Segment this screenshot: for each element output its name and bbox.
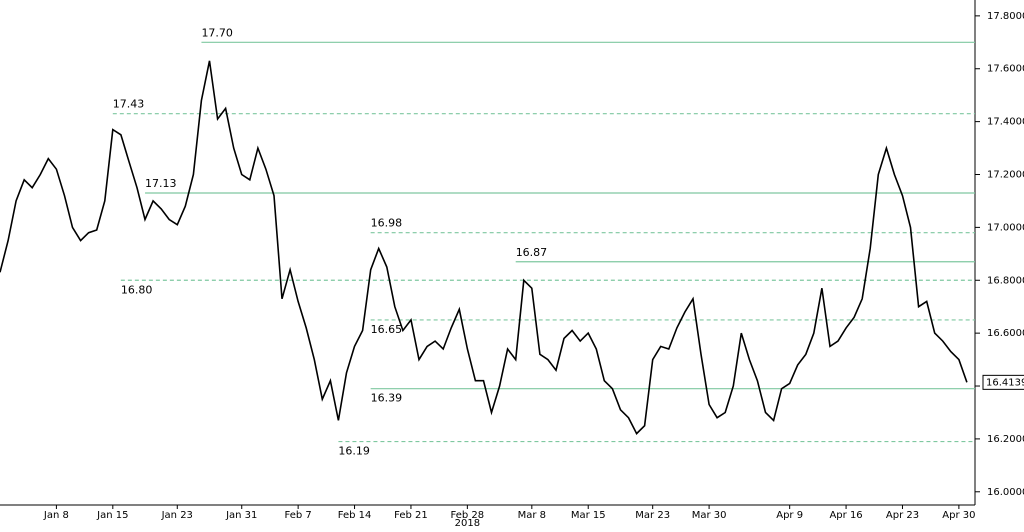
last-value-label: 16.4139 bbox=[986, 377, 1024, 388]
x-tick-label: Mar 30 bbox=[692, 510, 727, 521]
level-label: 17.13 bbox=[145, 177, 177, 190]
y-tick-label: 17.2000 bbox=[987, 170, 1024, 181]
x-tick-label: Jan 23 bbox=[161, 510, 193, 521]
y-tick-label: 17.0000 bbox=[987, 222, 1024, 233]
x-tick-label: Apr 16 bbox=[829, 510, 862, 521]
x-tick-label: Apr 23 bbox=[886, 510, 919, 521]
y-tick-label: 17.6000 bbox=[987, 64, 1024, 75]
x-tick-label: Feb 7 bbox=[285, 510, 312, 521]
level-label: 16.65 bbox=[371, 323, 403, 336]
y-tick-label: 16.8000 bbox=[987, 275, 1024, 286]
price-line bbox=[0, 60, 968, 435]
x-tick-label: Mar 23 bbox=[635, 510, 670, 521]
level-label: 17.43 bbox=[113, 98, 144, 111]
level-label: 16.87 bbox=[516, 246, 548, 259]
y-tick-label: 16.0000 bbox=[987, 487, 1024, 498]
y-tick-label: 16.6000 bbox=[987, 328, 1024, 339]
level-label: 17.70 bbox=[201, 26, 233, 39]
x-tick-label: Jan 15 bbox=[96, 510, 128, 521]
x-tick-label: Apr 9 bbox=[776, 510, 803, 521]
last-value-box bbox=[982, 374, 1024, 390]
y-tick-label: 17.4000 bbox=[987, 117, 1024, 128]
x-axis-label: 2018 bbox=[455, 518, 480, 528]
x-tick-label: Mar 8 bbox=[518, 510, 546, 521]
y-tick-label: 17.8000 bbox=[987, 11, 1024, 22]
x-tick-label: Jan 31 bbox=[225, 510, 257, 521]
x-tick-label: Mar 15 bbox=[571, 510, 606, 521]
x-tick-label: Apr 30 bbox=[942, 510, 975, 521]
x-tick-label: Feb 21 bbox=[394, 510, 428, 521]
level-label: 16.39 bbox=[371, 392, 403, 405]
level-label: 16.19 bbox=[338, 445, 370, 458]
x-tick-label: Feb 14 bbox=[338, 510, 372, 521]
level-label: 16.98 bbox=[371, 217, 403, 230]
x-tick-label: Jan 8 bbox=[43, 510, 69, 521]
y-tick-label: 16.2000 bbox=[987, 434, 1024, 445]
x-tick-label: Feb 28 bbox=[451, 510, 485, 521]
level-label: 16.80 bbox=[121, 283, 153, 296]
